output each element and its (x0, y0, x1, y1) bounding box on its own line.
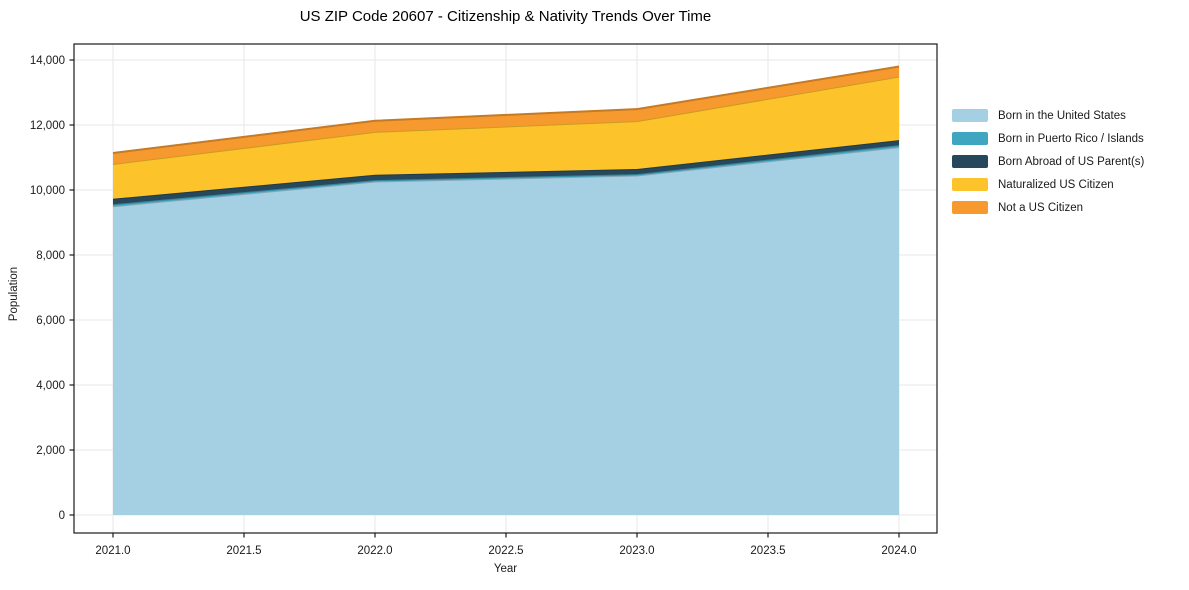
legend-swatch-icon (952, 132, 988, 145)
y-tick-label: 10,000 (30, 185, 65, 197)
x-tick-label: 2024.0 (881, 545, 916, 557)
legend-label: Naturalized US Citizen (998, 178, 1114, 191)
legend-label: Born Abroad of US Parent(s) (998, 155, 1145, 168)
legend-label: Not a US Citizen (998, 201, 1084, 214)
y-tick-label: 12,000 (30, 120, 65, 132)
legend-entry: Born Abroad of US Parent(s) (952, 150, 1144, 173)
legend-entry: Not a US Citizen (952, 196, 1144, 219)
legend-entry: Born in Puerto Rico / Islands (952, 127, 1144, 150)
x-tick-label: 2021.0 (95, 545, 130, 557)
legend-entry: Born in the United States (952, 104, 1144, 127)
legend-label: Born in the United States (998, 109, 1126, 122)
legend-label: Born in Puerto Rico / Islands (998, 132, 1144, 145)
x-tick-label: 2023.0 (619, 545, 654, 557)
legend-swatch-icon (952, 155, 988, 168)
legend: Born in the United States Born in Puerto … (952, 104, 1144, 219)
chart-title: US ZIP Code 20607 - Citizenship & Nativi… (299, 8, 712, 25)
y-tick-label: 4,000 (36, 380, 65, 392)
y-axis-label: Population (8, 266, 20, 322)
y-tick-label: 6,000 (36, 315, 65, 327)
y-tick-label: 0 (59, 510, 65, 522)
legend-entry: Naturalized US Citizen (952, 173, 1144, 196)
y-tick-label: 14,000 (30, 55, 65, 67)
area-naturalized-us-citizen (113, 76, 899, 199)
area-edge (112, 65, 900, 154)
x-tick-label: 2021.5 (226, 545, 261, 557)
legend-swatch-icon (952, 201, 988, 214)
area-born-in-the-united-states (113, 147, 899, 515)
y-tick-label: 8,000 (36, 250, 65, 262)
y-tick-label: 2,000 (36, 445, 65, 457)
x-axis-label: Year (493, 563, 518, 575)
x-tick-label: 2022.0 (357, 545, 392, 557)
x-tick-label: 2022.5 (488, 545, 523, 557)
x-tick-label: 2023.5 (750, 545, 785, 557)
legend-swatch-icon (952, 109, 988, 122)
legend-swatch-icon (952, 178, 988, 191)
